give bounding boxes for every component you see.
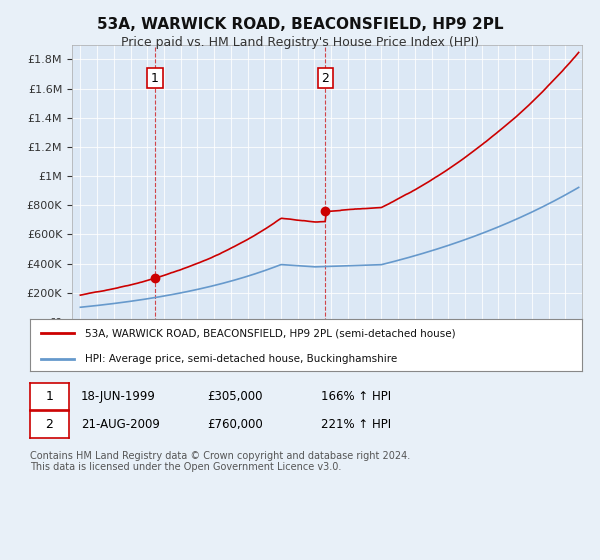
Text: 53A, WARWICK ROAD, BEACONSFIELD, HP9 2PL (semi-detached house): 53A, WARWICK ROAD, BEACONSFIELD, HP9 2PL… (85, 328, 456, 338)
Text: £305,000: £305,000 (207, 390, 263, 403)
Text: 2: 2 (46, 418, 53, 431)
Text: 1: 1 (151, 72, 159, 85)
Text: 53A, WARWICK ROAD, BEACONSFIELD, HP9 2PL: 53A, WARWICK ROAD, BEACONSFIELD, HP9 2PL (97, 17, 503, 32)
Text: Contains HM Land Registry data © Crown copyright and database right 2024.: Contains HM Land Registry data © Crown c… (30, 451, 410, 461)
Text: HPI: Average price, semi-detached house, Buckinghamshire: HPI: Average price, semi-detached house,… (85, 354, 397, 365)
Text: This data is licensed under the Open Government Licence v3.0.: This data is licensed under the Open Gov… (30, 462, 341, 472)
Text: 1: 1 (46, 390, 53, 403)
Text: Price paid vs. HM Land Registry's House Price Index (HPI): Price paid vs. HM Land Registry's House … (121, 36, 479, 49)
Text: 166% ↑ HPI: 166% ↑ HPI (321, 390, 391, 403)
Text: £760,000: £760,000 (207, 418, 263, 431)
Text: 21-AUG-2009: 21-AUG-2009 (81, 418, 160, 431)
Text: 2: 2 (322, 72, 329, 85)
Text: 221% ↑ HPI: 221% ↑ HPI (321, 418, 391, 431)
Text: 18-JUN-1999: 18-JUN-1999 (81, 390, 156, 403)
